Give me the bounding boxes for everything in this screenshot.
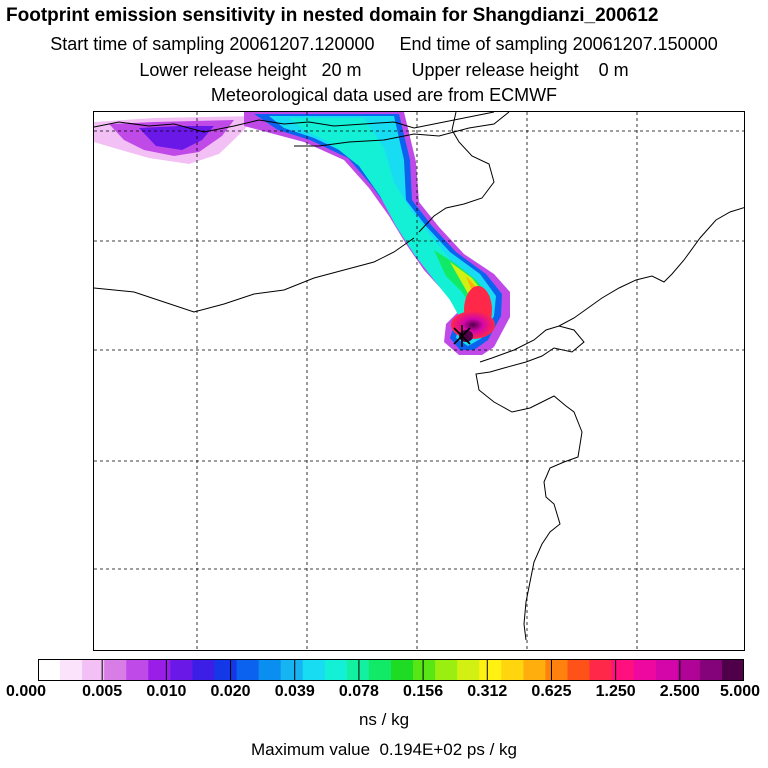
map-grid bbox=[94, 112, 744, 650]
colorbar-tick-label: 1.250 bbox=[595, 683, 636, 700]
colorbar-swatch bbox=[236, 659, 260, 681]
sampling-time-line: Start time of sampling 20061207.120000 E… bbox=[50, 34, 718, 54]
colorbar-swatch bbox=[413, 659, 436, 681]
colorbar-swatch bbox=[545, 659, 568, 681]
colorbar-swatch bbox=[633, 659, 657, 681]
colorbar-swatch bbox=[324, 659, 348, 681]
colorbar-swatch bbox=[567, 659, 591, 681]
plume-western-lobe bbox=[94, 116, 254, 164]
colorbar-tick-label: 0.020 bbox=[210, 683, 251, 700]
colorbar-swatch bbox=[258, 659, 282, 681]
colorbar-swatch bbox=[170, 659, 193, 681]
release-height-line: Lower release height 20 m Upper release … bbox=[139, 60, 629, 80]
plume-main-channel bbox=[244, 112, 510, 355]
map-canvas bbox=[94, 112, 744, 650]
colorbar-swatch bbox=[82, 659, 105, 681]
map-title: Footprint emission sensitivity in nested… bbox=[6, 5, 659, 26]
colorbar-swatch bbox=[611, 659, 635, 681]
colorbar-swatch bbox=[214, 659, 238, 681]
colorbar-tick-label: 0.312 bbox=[467, 683, 508, 700]
colorbar-tick-label: 0.010 bbox=[146, 683, 187, 700]
receptor-marker bbox=[453, 325, 471, 347]
colorbar-swatch bbox=[148, 659, 171, 681]
colorbar-tick-label: 0.078 bbox=[338, 683, 379, 700]
colorbar-swatch bbox=[391, 659, 414, 681]
colorbar-swatch bbox=[479, 659, 502, 681]
colorbar-swatch bbox=[655, 659, 679, 681]
colorbar-swatch bbox=[126, 659, 149, 681]
colorbar-swatch bbox=[677, 659, 701, 681]
footprint-map[interactable] bbox=[93, 111, 745, 651]
colorbar bbox=[38, 659, 745, 686]
colorbar-swatch bbox=[721, 659, 745, 681]
colorbar-tick-label: 0.625 bbox=[531, 683, 572, 700]
colorbar-swatch bbox=[523, 659, 546, 681]
colorbar-tick-label: 0.000 bbox=[5, 683, 47, 700]
colorbar-border bbox=[38, 659, 744, 681]
colorbar-swatch bbox=[589, 659, 613, 681]
met-data-line: Meteorological data used are from ECMWF bbox=[210, 85, 558, 105]
colorbar-tick-label: 0.156 bbox=[403, 683, 444, 700]
colorbar-swatch bbox=[346, 659, 370, 681]
colorbar-tick-label: 5.000 bbox=[719, 683, 761, 700]
colorbar-swatch bbox=[302, 659, 326, 681]
colorbar-swatch bbox=[699, 659, 723, 681]
colorbar-swatch bbox=[368, 659, 392, 681]
colorbar-swatch bbox=[60, 659, 83, 681]
colorbar-tick-label: 2.500 bbox=[659, 683, 700, 700]
colorbar-swatch bbox=[280, 659, 304, 681]
colorbar-swatch bbox=[104, 659, 127, 681]
colorbar-swatch bbox=[501, 659, 524, 681]
coastlines bbox=[94, 112, 744, 641]
colorbar-swatch bbox=[38, 659, 61, 681]
colorbar-units: ns / kg bbox=[358, 710, 410, 729]
colorbar-tick-label: 0.005 bbox=[82, 683, 123, 700]
colorbar-swatch bbox=[435, 659, 458, 681]
colorbar-swatch bbox=[457, 659, 480, 681]
colorbar-strip bbox=[38, 659, 745, 681]
colorbar-tick-label: 0.039 bbox=[274, 683, 315, 700]
colorbar-swatch bbox=[192, 659, 215, 681]
maximum-value-label: Maximum value 0.194E+02 ps / kg bbox=[251, 740, 517, 759]
